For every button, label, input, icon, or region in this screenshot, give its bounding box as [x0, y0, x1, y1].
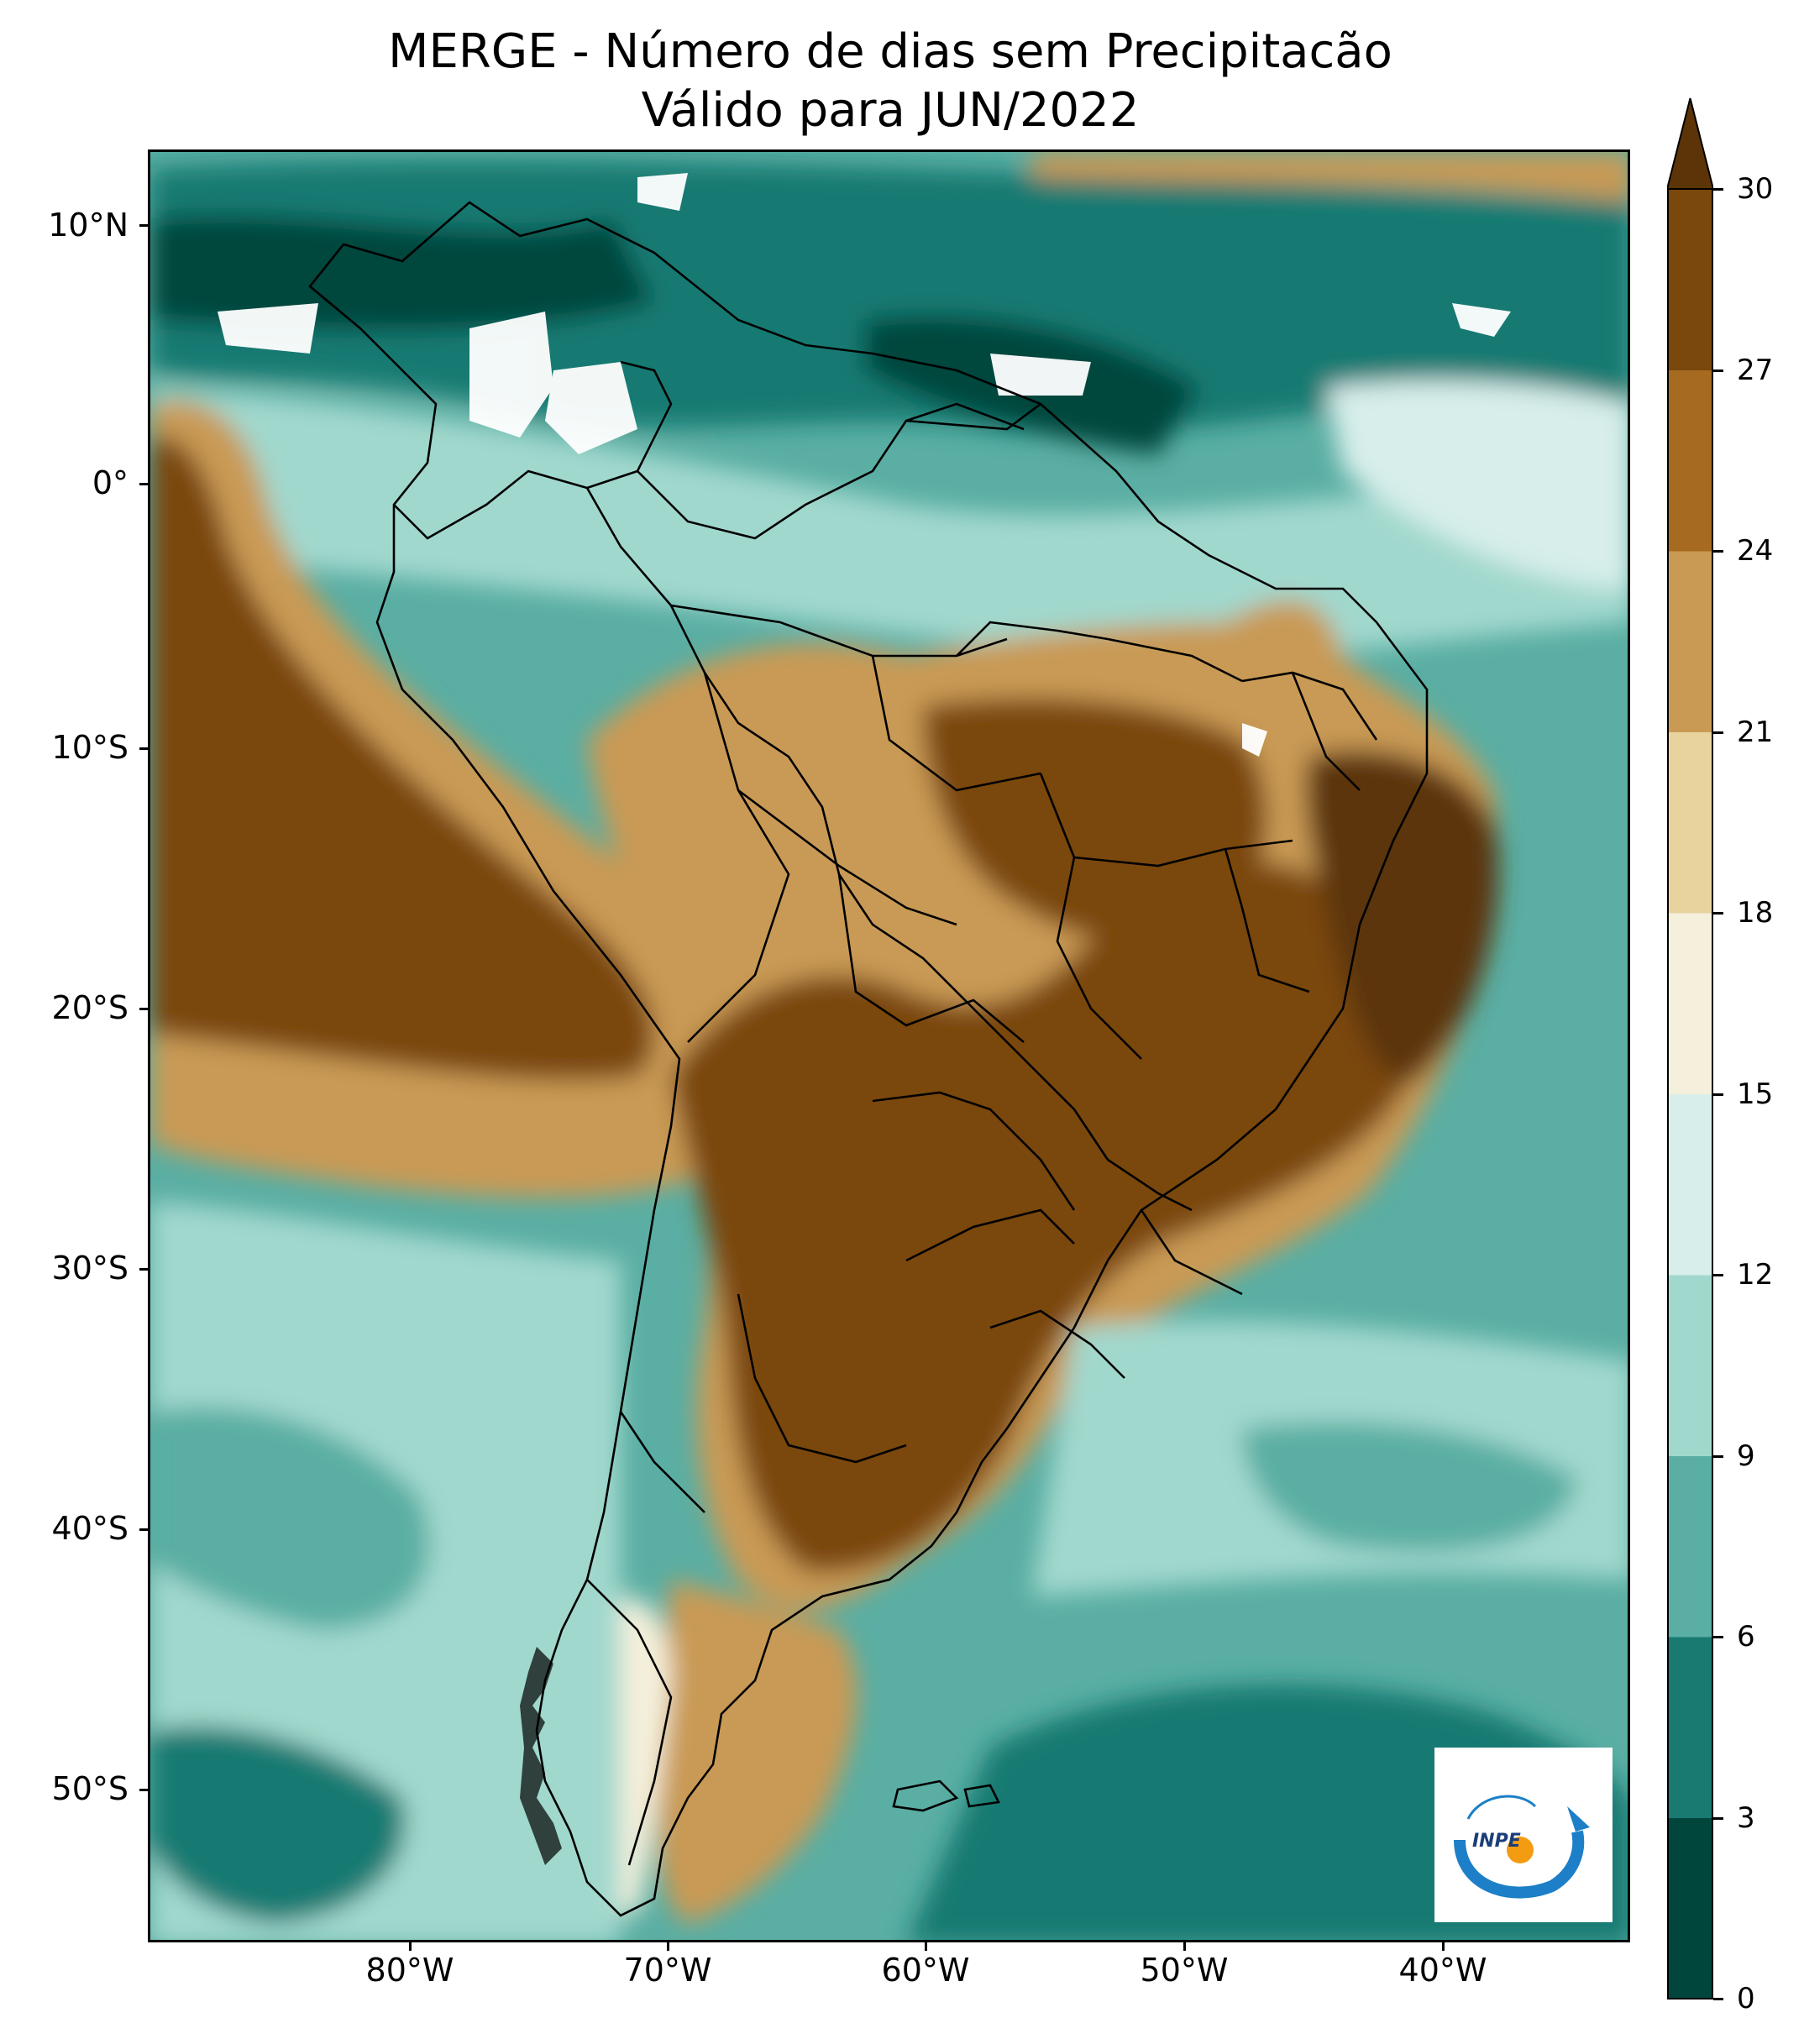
- colorbar-segment: [1667, 189, 1713, 370]
- lon-tick: [667, 1942, 669, 1951]
- colorbar-tick: [1713, 1816, 1723, 1820]
- colorbar-segment: [1667, 1817, 1713, 1999]
- lat-tick: [139, 1008, 148, 1010]
- falkland-islands: [892, 1779, 1000, 1812]
- colorbar: [1667, 97, 1713, 1999]
- lat-tick: [139, 1528, 148, 1531]
- colorbar-tick: [1713, 188, 1723, 191]
- logo-arrowhead: [1567, 1806, 1590, 1832]
- colorbar-tick: [1713, 369, 1723, 372]
- lat-tick: [139, 1789, 148, 1791]
- colorbar-tick: [1713, 1454, 1723, 1458]
- map-title-line1: MERGE - Número de dias sem Precipitacão: [388, 24, 1392, 79]
- precipitation-field: [150, 152, 1628, 1940]
- lat-label-40s: 40°S: [51, 1510, 128, 1547]
- lat-label-0: 0°: [92, 464, 128, 501]
- colorbar-segment: [1667, 913, 1713, 1094]
- lat-tick: [139, 1268, 148, 1271]
- lon-tick: [925, 1942, 927, 1951]
- lat-label-10s: 10°S: [51, 729, 128, 766]
- colorbar-outline: [1667, 188, 1713, 1999]
- lon-label-50w: 50°W: [1140, 1952, 1229, 1989]
- lon-label-60w: 60°W: [881, 1952, 970, 1989]
- lon-tick: [1442, 1942, 1445, 1951]
- colorbar-tick: [1713, 1636, 1723, 1638]
- lat-label-10n: 10°N: [48, 207, 128, 244]
- colorbar-tick: [1713, 1998, 1723, 2000]
- logo-orange-dot: [1507, 1837, 1534, 1863]
- precipitation-map: [148, 149, 1630, 1942]
- colorbar-tick: [1713, 1093, 1723, 1096]
- colorbar-label: 15: [1737, 1077, 1774, 1111]
- lat-tick: [139, 224, 148, 227]
- lat-label-50s: 50°S: [51, 1770, 128, 1807]
- colorbar-segment: [1667, 1093, 1713, 1276]
- colorbar-label: 27: [1737, 353, 1774, 387]
- colorbar-tick: [1713, 731, 1723, 734]
- colorbar-tick: [1713, 912, 1723, 915]
- no-data-patches: [218, 173, 1511, 757]
- colorbar-label: 3: [1737, 1800, 1755, 1835]
- colorbar-tick: [1713, 1274, 1723, 1276]
- lat-tick: [139, 483, 148, 485]
- colorbar-label: 18: [1737, 896, 1774, 930]
- chile-fjords: [520, 1647, 562, 1865]
- colorbar-segment: [1667, 551, 1713, 732]
- lon-tick: [409, 1942, 412, 1951]
- colorbar-tick: [1713, 550, 1723, 553]
- colorbar-segments: [1667, 189, 1713, 1999]
- country-boundaries: [308, 201, 1429, 1917]
- map-title-line2: Válido para JUN/2022: [641, 83, 1140, 138]
- lat-tick: [139, 747, 148, 750]
- lon-label-80w: 80°W: [365, 1952, 454, 1989]
- colorbar-label: 30: [1737, 172, 1774, 206]
- colorbar-segment: [1667, 369, 1713, 552]
- colorbar-segment: [1667, 1637, 1713, 1818]
- map-canvas: [150, 152, 1628, 1940]
- colorbar-segment: [1667, 731, 1713, 914]
- colorbar-extend-arrow: [1667, 97, 1713, 190]
- inpe-logo-graphic: INPE: [1454, 1795, 1590, 1899]
- logo-orbit: [1466, 1795, 1537, 1820]
- lat-label-20s: 20°S: [51, 989, 128, 1026]
- lon-label-40w: 40°W: [1398, 1952, 1487, 1989]
- logo-text: INPE: [1472, 1831, 1521, 1852]
- colorbar-label: 0: [1737, 1982, 1755, 2015]
- lon-tick: [1183, 1942, 1186, 1951]
- colorbar-segment: [1667, 1275, 1713, 1456]
- colorbar-label: 12: [1737, 1258, 1774, 1292]
- colorbar-label: 24: [1737, 534, 1774, 568]
- colorbar-label: 6: [1737, 1620, 1755, 1654]
- colorbar-label: 21: [1737, 715, 1774, 749]
- colorbar-segment: [1667, 1455, 1713, 1638]
- colorbar-label: 9: [1737, 1439, 1755, 1473]
- lat-label-30s: 30°S: [51, 1250, 128, 1287]
- logo-swoosh: [1454, 1830, 1585, 1899]
- inpe-logo: INPE: [1434, 1748, 1613, 1922]
- lon-label-70w: 70°W: [623, 1952, 712, 1989]
